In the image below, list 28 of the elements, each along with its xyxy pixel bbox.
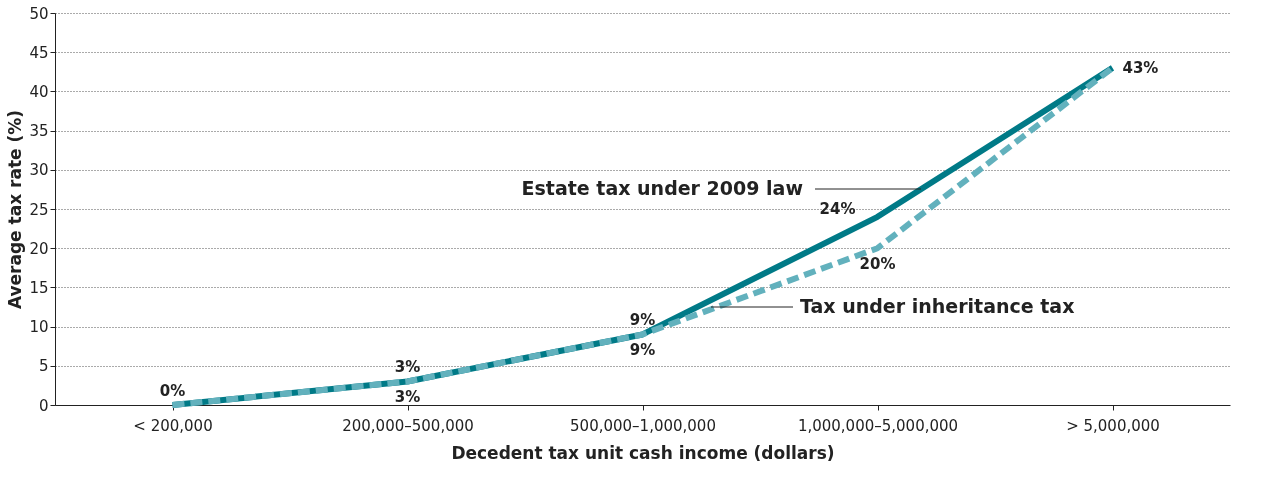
x-tick-label: < 200,000 — [133, 416, 213, 435]
y-tick-label: 15 — [29, 278, 49, 297]
y-tick-label: 10 — [29, 318, 49, 337]
data-label: 24% — [819, 199, 856, 218]
y-tick-label: 0 — [38, 396, 49, 415]
data-label: 9% — [629, 311, 656, 330]
y-tick-label: 25 — [29, 200, 49, 219]
data-label: 0% — [159, 382, 186, 400]
y-tick-label: 40 — [29, 82, 49, 101]
y-axis-title: Average tax rate (%) — [5, 109, 26, 310]
y-tick-label: 50 — [29, 4, 49, 23]
data-label: 43% — [1122, 58, 1159, 77]
y-tick-label: 20 — [29, 239, 49, 258]
y-tick-label: 5 — [38, 357, 49, 376]
x-tick-label: 1,000,000–5,000,000 — [797, 416, 959, 435]
y-tick-label: 35 — [29, 122, 49, 141]
x-axis-title: Decedent tax unit cash income (dollars) — [451, 442, 835, 463]
x-tick-label: 500,000–1,000,000 — [570, 416, 716, 435]
data-label: 20% — [859, 255, 896, 274]
x-tick-label: > 5,000,000 — [1066, 416, 1160, 435]
series-label: Tax under inheritance tax — [800, 295, 1075, 317]
text: Estate tax under 2009 law — [521, 177, 803, 199]
x-tick-label: 200,000–500,000 — [342, 416, 474, 435]
y-tick-label: 30 — [29, 161, 49, 180]
y-tick-label: 45 — [29, 43, 49, 62]
data-label: 3% — [394, 358, 421, 377]
data-label: 9% — [629, 341, 656, 360]
data-label: 3% — [394, 388, 421, 407]
